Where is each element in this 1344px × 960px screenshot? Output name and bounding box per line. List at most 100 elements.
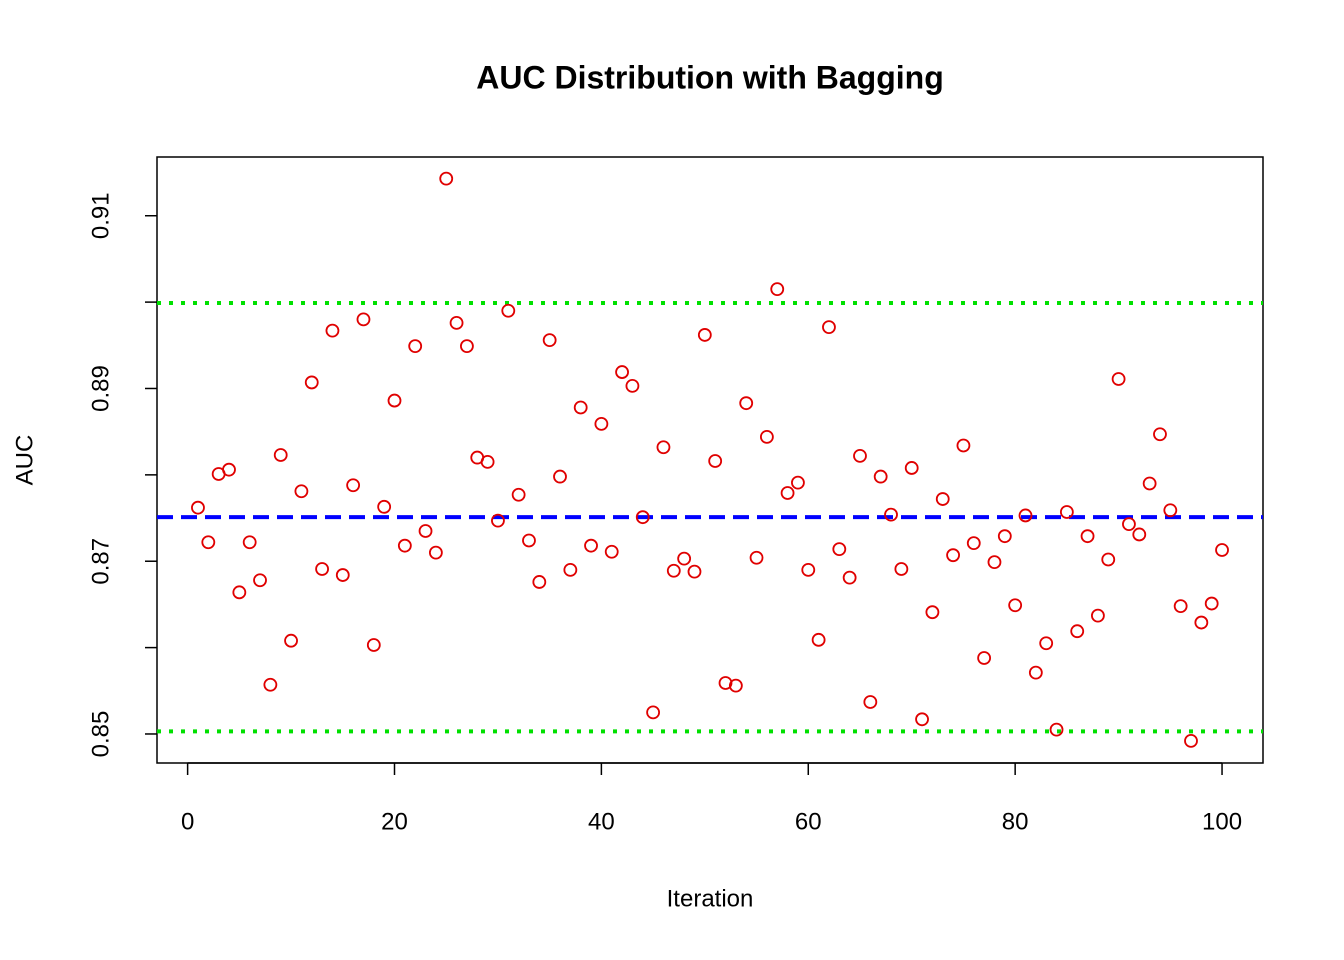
point	[873, 469, 888, 484]
x-tick-label: 20	[381, 808, 408, 835]
point	[728, 678, 743, 693]
point	[832, 542, 847, 557]
y-tick-label: 0.89	[87, 365, 114, 412]
point	[997, 529, 1012, 544]
point	[956, 438, 971, 453]
point	[935, 492, 950, 506]
point	[687, 564, 702, 579]
point	[325, 323, 340, 338]
point	[284, 633, 298, 648]
point	[1039, 636, 1054, 651]
point	[677, 551, 692, 566]
point	[377, 499, 392, 514]
x-tick-label: 0	[181, 808, 194, 835]
point	[408, 339, 423, 354]
point	[1173, 599, 1188, 614]
y-tick-label: 0.85	[87, 711, 114, 758]
point	[460, 339, 474, 354]
point	[594, 416, 609, 431]
point	[966, 536, 981, 550]
point	[842, 570, 857, 585]
point	[439, 171, 454, 186]
point	[542, 333, 557, 348]
point	[1163, 503, 1178, 518]
point	[801, 562, 816, 577]
point	[1080, 529, 1095, 544]
point	[418, 524, 433, 538]
point	[656, 440, 671, 455]
point	[304, 375, 319, 390]
point	[1122, 517, 1136, 531]
point	[522, 533, 536, 548]
point	[253, 573, 267, 588]
point	[563, 562, 578, 577]
point	[1018, 508, 1033, 523]
point	[584, 538, 598, 553]
point	[222, 462, 236, 477]
point	[635, 510, 650, 525]
point	[242, 535, 257, 550]
point	[791, 475, 805, 490]
point	[1028, 665, 1043, 680]
point	[1008, 598, 1023, 613]
y-tick-label: 0.87	[87, 538, 114, 585]
point	[1111, 372, 1126, 386]
point	[666, 563, 681, 578]
point	[697, 328, 712, 342]
point	[1049, 722, 1064, 737]
point	[366, 638, 381, 652]
point	[191, 500, 205, 515]
point	[1070, 624, 1085, 639]
point	[491, 513, 505, 528]
point	[987, 555, 1002, 569]
point	[1059, 505, 1074, 519]
point	[708, 454, 723, 468]
point	[1153, 427, 1167, 442]
point	[811, 632, 826, 647]
point	[573, 400, 588, 415]
y-axis-label: AUC	[11, 435, 38, 486]
point	[822, 320, 836, 335]
point	[335, 568, 350, 582]
point	[863, 695, 878, 709]
x-tick-label: 100	[1202, 808, 1242, 835]
x-axis-label: Iteration	[667, 885, 754, 912]
y-tick-label: 0.91	[87, 192, 114, 239]
point	[232, 585, 247, 600]
point	[904, 461, 919, 475]
point	[480, 455, 495, 469]
point	[615, 365, 629, 379]
point	[1132, 527, 1147, 542]
point	[749, 550, 764, 565]
point	[273, 448, 288, 462]
point	[263, 677, 278, 692]
point	[346, 478, 361, 493]
point	[1091, 608, 1105, 623]
point	[449, 315, 464, 330]
point	[397, 538, 412, 553]
point	[946, 548, 960, 563]
point	[356, 312, 371, 327]
point	[553, 469, 567, 484]
point	[532, 575, 547, 589]
point	[294, 484, 309, 499]
point	[387, 393, 402, 408]
x-tick-label: 80	[1002, 808, 1029, 835]
point	[646, 705, 661, 720]
point	[315, 562, 329, 576]
point	[1204, 596, 1219, 611]
point	[915, 712, 929, 727]
point	[511, 487, 526, 502]
x-tick-label: 60	[795, 808, 822, 835]
point	[501, 303, 516, 318]
x-tick-label: 40	[588, 808, 615, 835]
point	[718, 676, 733, 690]
point	[625, 378, 640, 393]
point	[201, 535, 216, 550]
point	[739, 396, 754, 411]
point	[428, 545, 443, 560]
point	[770, 282, 785, 297]
